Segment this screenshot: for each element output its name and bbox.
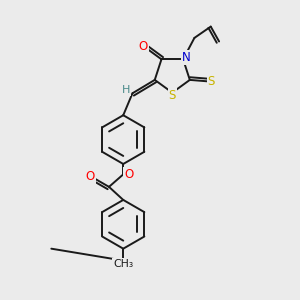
Text: N: N [182,51,190,64]
Text: O: O [124,168,133,181]
Text: O: O [138,40,148,53]
Text: O: O [85,170,94,183]
Text: H: H [122,85,130,95]
Text: S: S [208,75,215,88]
Text: S: S [169,88,176,101]
Text: CH₃: CH₃ [113,259,133,269]
